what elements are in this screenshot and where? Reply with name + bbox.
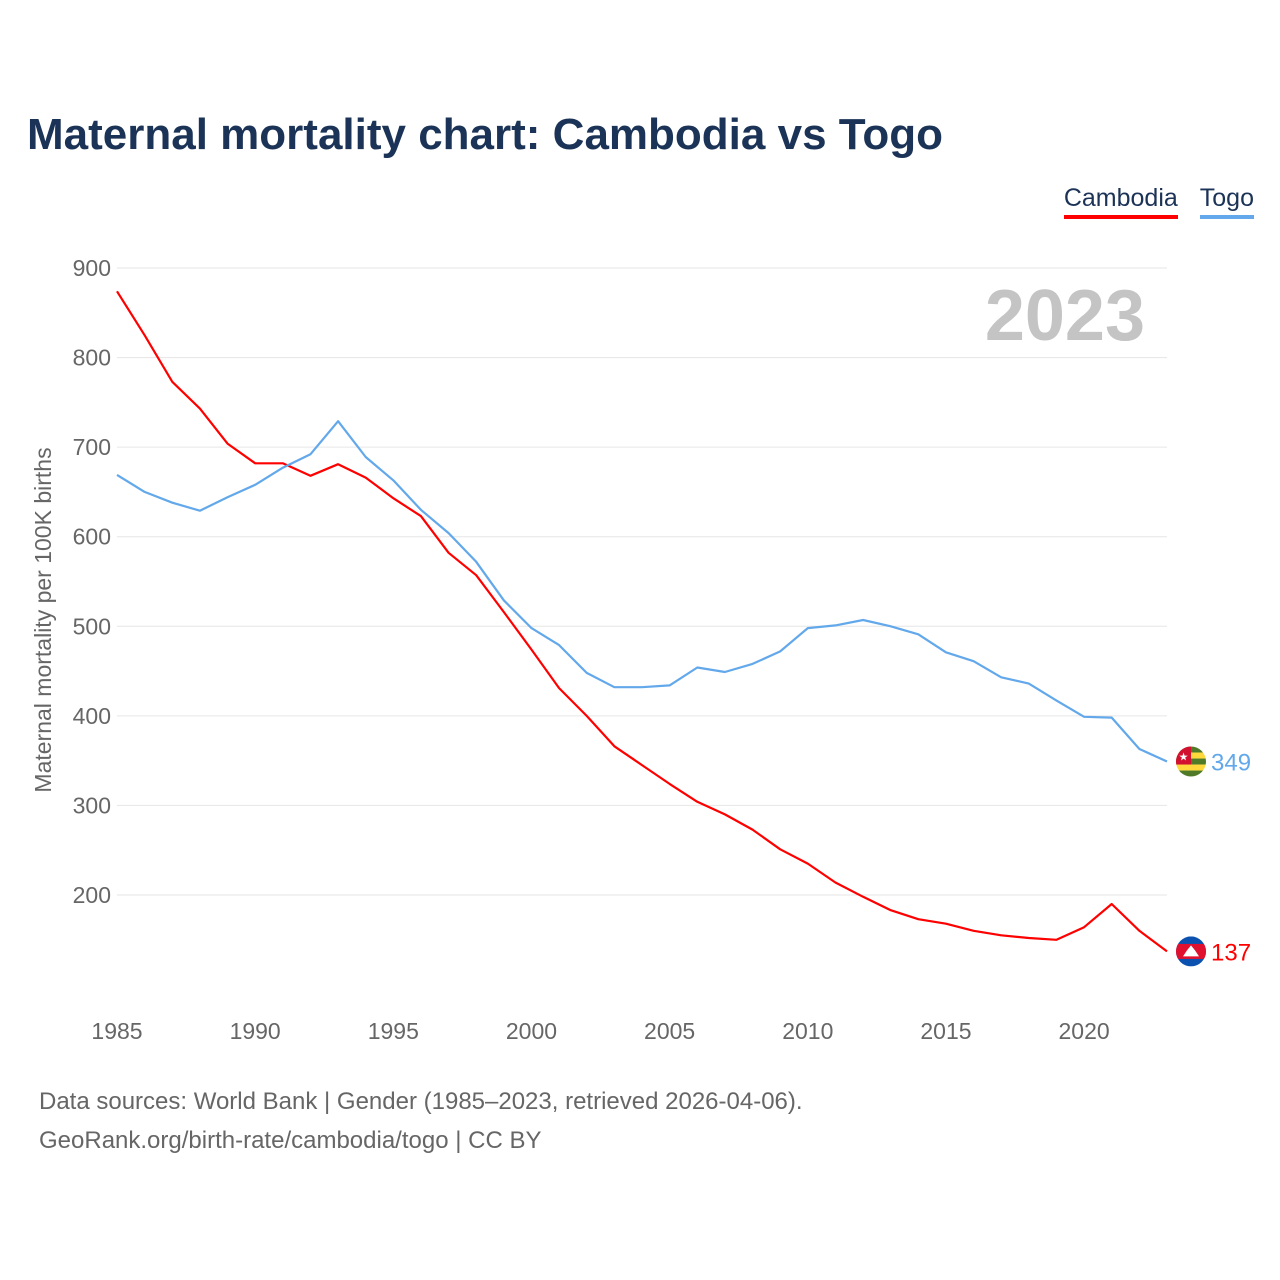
togo-flag-icon: ★ — [1176, 746, 1206, 777]
y-tick-label: 700 — [73, 434, 111, 460]
y-tick-label: 900 — [73, 255, 111, 281]
y-axis-title: Maternal mortality per 100K births — [30, 447, 56, 792]
series-line-togo — [116, 420, 1168, 763]
cambodia-flag-icon — [1176, 936, 1206, 967]
end-label-togo: 349 — [1211, 750, 1251, 777]
y-tick-label: 500 — [73, 613, 111, 639]
x-tick-label: 2010 — [782, 1018, 833, 1044]
y-tick-label: 300 — [73, 792, 111, 818]
x-tick-label: 2020 — [1059, 1018, 1110, 1044]
x-tick-label: 2000 — [506, 1018, 557, 1044]
source-url[interactable]: GeoRank.org/birth-rate/cambodia/togo | C… — [39, 1127, 542, 1154]
source-note: Data sources: World Bank | Gender (1985–… — [39, 1088, 803, 1115]
legend-cambodia[interactable]: Cambodia — [1063, 184, 1178, 219]
series-line-cambodia — [116, 290, 1168, 953]
end-label-cambodia: 137 — [1211, 939, 1251, 966]
x-tick-label: 2015 — [920, 1018, 971, 1044]
y-tick-label: 200 — [73, 882, 111, 908]
legend-togo[interactable]: Togo — [1199, 184, 1254, 219]
x-tick-label: 2005 — [644, 1018, 695, 1044]
legend: Cambodia Togo — [1063, 184, 1254, 219]
y-tick-label: 800 — [73, 345, 111, 371]
y-tick-label: 600 — [73, 524, 111, 550]
x-tick-label: 1985 — [91, 1018, 142, 1044]
x-tick-label: 1990 — [230, 1018, 281, 1044]
x-tick-label: 1995 — [368, 1018, 419, 1044]
svg-text:★: ★ — [1179, 752, 1189, 764]
year-watermark: 2023 — [985, 276, 1145, 356]
y-tick-label: 400 — [73, 703, 111, 729]
chart-title: Maternal mortality chart: Cambodia vs To… — [27, 110, 944, 159]
